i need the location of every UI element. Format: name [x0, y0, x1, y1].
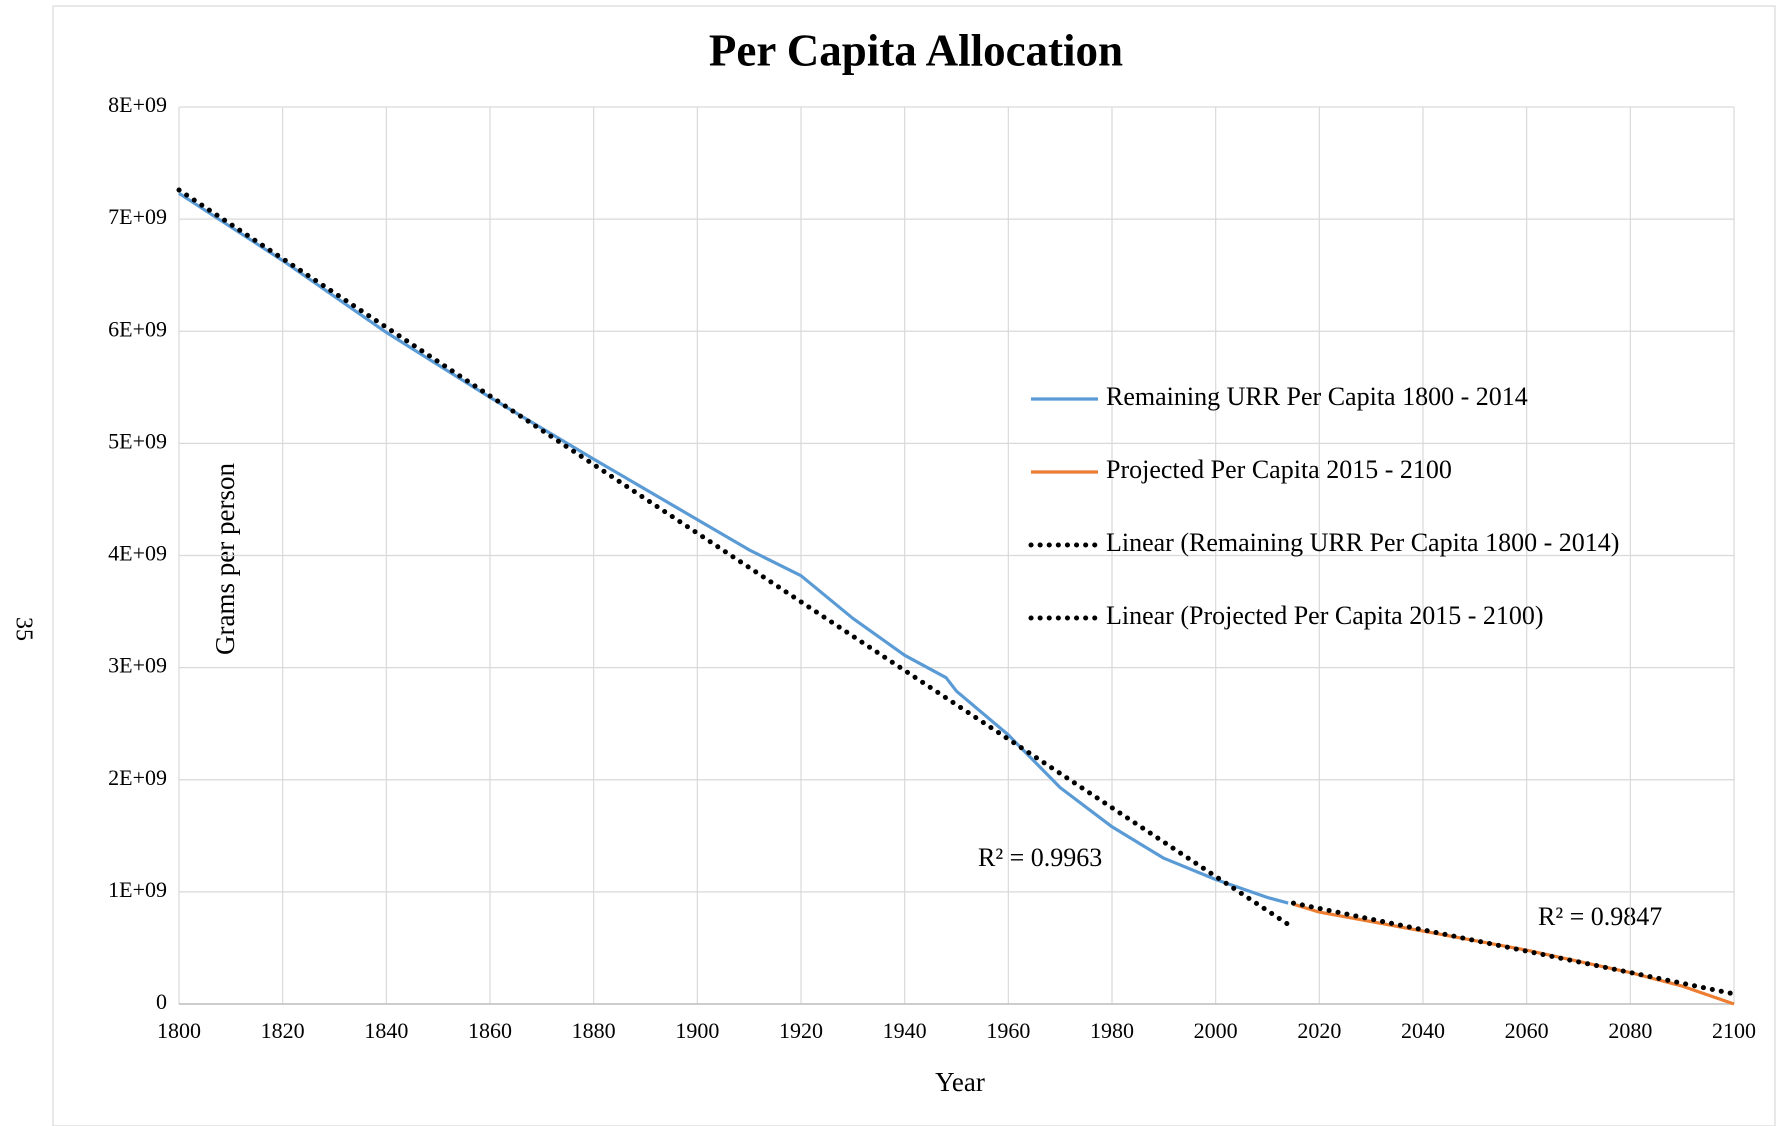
- y-tick-label: 5E+09: [108, 428, 167, 453]
- x-tick-label: 1840: [364, 1018, 408, 1043]
- y-tick-label: 0: [156, 989, 167, 1014]
- r-squared: R² = 0.9963: [978, 843, 1102, 872]
- r-squared: R² = 0.9847: [1538, 902, 1662, 931]
- y-tick-label: 8E+09: [108, 92, 167, 117]
- x-tick-label: 2020: [1297, 1018, 1341, 1043]
- series-line: [1292, 902, 1735, 1006]
- x-tick-label: 1900: [675, 1018, 719, 1043]
- series-line: [176, 187, 1291, 927]
- y-tick-label: 1E+09: [108, 877, 167, 902]
- x-tick-label: 1820: [261, 1018, 305, 1043]
- y-tick-label: 6E+09: [108, 316, 167, 341]
- x-tick-label: 2080: [1608, 1018, 1652, 1043]
- x-axis-label: Year: [935, 1067, 985, 1097]
- y-tick-label: 3E+09: [108, 653, 167, 678]
- x-tick-label: 2060: [1505, 1018, 1549, 1043]
- x-tick-label: 1880: [572, 1018, 616, 1043]
- x-tick-label: 2040: [1401, 1018, 1445, 1043]
- series-line: [1290, 900, 1737, 997]
- legend-label: Linear (Projected Per Capita 2015 - 2100…: [1106, 601, 1544, 630]
- chart-frame: [52, 5, 1776, 1126]
- chart-title: Per Capita Allocation: [709, 25, 1123, 75]
- y-axis-label: Grams per person: [210, 463, 240, 655]
- y-tick-label: 7E+09: [108, 204, 167, 229]
- x-tick-label: 1980: [1090, 1018, 1134, 1043]
- y-tick-label: 4E+09: [108, 541, 167, 566]
- x-tick-label: 1960: [986, 1018, 1030, 1043]
- legend-label: Remaining URR Per Capita 1800 - 2014: [1106, 382, 1528, 411]
- x-tick-label: 1860: [468, 1018, 512, 1043]
- y-tick-label: 2E+09: [108, 765, 167, 790]
- legend-label: Linear (Remaining URR Per Capita 1800 - …: [1106, 528, 1619, 557]
- x-tick-label: 1800: [157, 1018, 201, 1043]
- x-tick-label: 1940: [883, 1018, 927, 1043]
- x-tick-label: 2100: [1712, 1018, 1756, 1043]
- x-tick-label: 1920: [779, 1018, 823, 1043]
- page-number: 35: [10, 617, 36, 641]
- x-tick-label: 2000: [1194, 1018, 1238, 1043]
- legend-label: Projected Per Capita 2015 - 2100: [1106, 455, 1452, 484]
